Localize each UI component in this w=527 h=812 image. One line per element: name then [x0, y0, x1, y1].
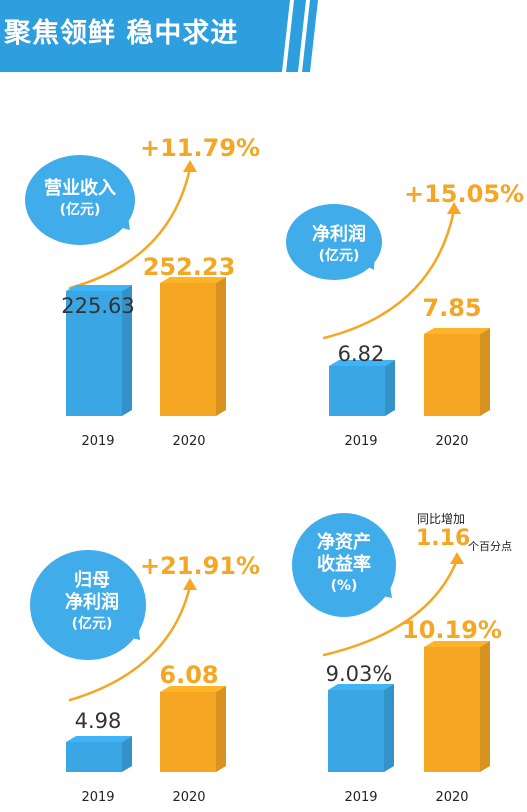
page-title: 聚焦领鲜 稳中求进 — [4, 18, 239, 49]
revenue-bubble — [25, 155, 135, 245]
attributable-profit-unit: (亿元) — [71, 616, 113, 632]
revenue-bar-2019-top — [66, 285, 132, 291]
revenue-bubble-tail — [110, 209, 130, 230]
revenue-chart: 营业收入 (亿元) +11.79% 225.63 252.23 2019 202… — [0, 120, 263, 526]
attributable-profit-title-line1: 归母 — [74, 570, 110, 591]
attributable-profit-bubble — [30, 550, 146, 660]
revenue-2020-label: 2020 — [172, 434, 206, 449]
roe-change-value: 1.16 — [416, 526, 471, 551]
revenue-2020-value: 252.23 — [142, 253, 236, 281]
roe-bar-2020-side — [480, 641, 490, 772]
roe-title-line1: 净资产 — [317, 532, 371, 553]
roe-growth-arrow — [322, 558, 459, 657]
attributable-profit-bubble-tail — [119, 616, 140, 640]
revenue-unit: (亿元) — [59, 202, 101, 218]
roe-bar-2020 — [424, 647, 480, 772]
attributable-profit-bar-2019 — [66, 742, 122, 772]
net-profit-bubble — [286, 204, 382, 280]
net-profit-bar-2020-side — [480, 328, 490, 416]
attributable-profit-growth-arrowhead — [183, 578, 197, 590]
net-profit-growth-arrow — [322, 208, 456, 340]
roe-bubble-label: 净资产 收益率 (%) — [294, 532, 394, 596]
roe-bubble-tail — [372, 575, 392, 598]
roe-2020-label: 2020 — [435, 790, 469, 805]
roe-unit: (%) — [330, 578, 358, 594]
revenue-growth-arrowhead — [183, 160, 197, 172]
roe-2019-label: 2019 — [344, 790, 378, 805]
net-profit-bar-2019 — [329, 366, 385, 416]
net-profit-growth-arrowhead — [447, 202, 461, 214]
net-profit-unit: (亿元) — [318, 248, 360, 264]
roe-bar-2019 — [328, 690, 384, 772]
header-banner-shape — [0, 0, 318, 72]
attributable-profit-2019-value: 4.98 — [74, 709, 122, 733]
net-profit-bar-2019-side — [385, 360, 395, 416]
roe-chart-art — [292, 513, 490, 772]
revenue-2019-label: 2019 — [81, 434, 115, 449]
attributable-profit-2020-value: 6.08 — [159, 661, 219, 689]
roe-growth-arrowhead — [450, 552, 464, 564]
attributable-profit-bar-2020 — [160, 692, 216, 772]
roe-bubble — [292, 513, 396, 617]
roe-2020-value: 10.19% — [402, 616, 502, 644]
header-banner: 聚焦领鲜 稳中求进 — [0, 0, 527, 75]
net-profit-growth: +15.05% — [404, 180, 525, 208]
revenue-chart-art — [25, 155, 226, 416]
revenue-2019-value: 225.63 — [61, 294, 135, 318]
attributable-profit-bar-2020-side — [216, 686, 226, 772]
net-profit-chart: 净利润 (亿元) +15.05% 6.82 7.85 2019 2020 — [264, 120, 527, 526]
attributable-profit-bubble-label: 归母 净利润 (亿元) — [42, 570, 142, 634]
net-profit-bar-2020 — [424, 334, 480, 416]
net-profit-bubble-label: 净利润 (亿元) — [294, 224, 384, 266]
attributable-profit-2019-label: 2019 — [81, 790, 115, 805]
roe-title-line2: 收益率 — [317, 554, 371, 575]
revenue-bar-2020-side — [216, 277, 226, 416]
revenue-bar-2019-side — [122, 285, 132, 416]
revenue-title: 营业收入 — [44, 178, 116, 199]
attributable-profit-bar-2020-top — [160, 686, 226, 692]
revenue-bar-2019 — [66, 291, 122, 416]
roe-2019-value: 9.03% — [325, 662, 393, 686]
roe-chart: 净资产 收益率 (%) 同比增加 1.16 个百分点 9.03% 10.19% … — [264, 400, 527, 806]
net-profit-bubble-tail — [360, 249, 375, 270]
roe-bar-2020-top — [424, 641, 490, 647]
attributable-profit-bar-2019-side — [122, 736, 132, 772]
roe-change-label: 同比增加 — [417, 512, 466, 526]
net-profit-2019-label: 2019 — [344, 434, 378, 449]
attributable-profit-2020-label: 2020 — [172, 790, 206, 805]
attributable-profit-chart: 归母 净利润 (亿元) +21.91% 4.98 6.08 2019 2020 — [0, 400, 263, 806]
revenue-growth-arrow — [68, 166, 192, 290]
net-profit-title: 净利润 — [312, 224, 366, 245]
net-profit-chart-art — [286, 202, 490, 416]
revenue-bar-2020-top — [160, 277, 226, 283]
revenue-growth: +11.79% — [140, 134, 261, 162]
net-profit-2020-label: 2020 — [435, 434, 469, 449]
attributable-profit-chart-art — [30, 550, 226, 772]
roe-change-unit: 个百分点 — [468, 540, 512, 553]
revenue-bubble-label: 营业收入 (亿元) — [30, 178, 130, 220]
attributable-profit-growth-arrow — [68, 584, 192, 702]
net-profit-bar-2020-top — [424, 328, 490, 334]
roe-bar-2019-side — [384, 684, 394, 772]
revenue-bar-2020 — [160, 283, 216, 416]
attributable-profit-bar-2019-top — [66, 736, 132, 742]
net-profit-2020-value: 7.85 — [422, 294, 482, 322]
net-profit-bar-2019-top — [329, 360, 395, 366]
net-profit-2019-value: 6.82 — [337, 342, 385, 366]
roe-bar-2019-top — [328, 684, 394, 690]
attributable-profit-growth: +21.91% — [140, 552, 261, 580]
attributable-profit-title-line2: 净利润 — [65, 592, 119, 613]
